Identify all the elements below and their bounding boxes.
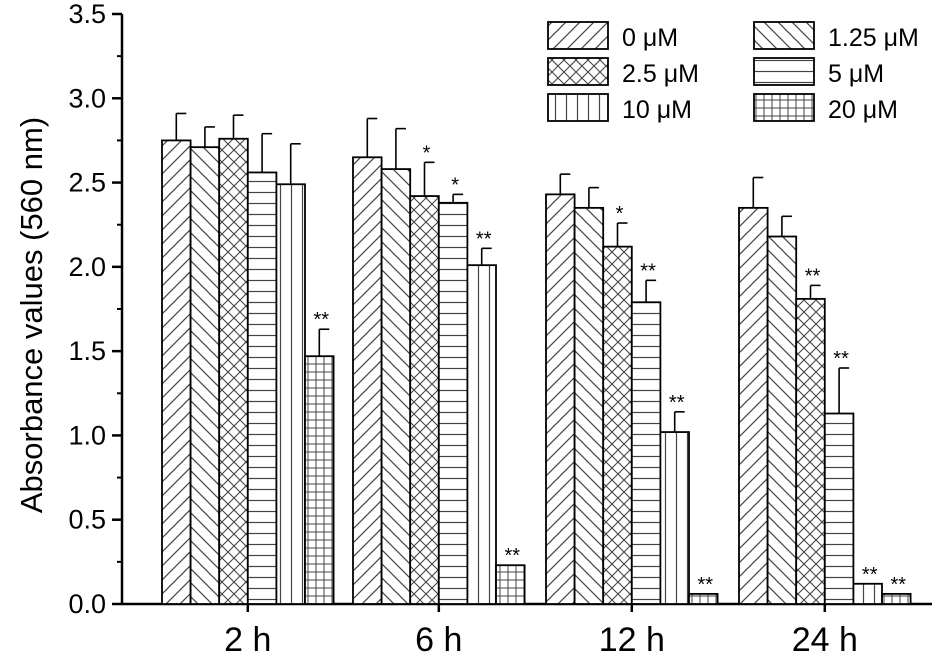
significance-marker: *	[451, 174, 459, 196]
legend-label: 0 μM	[622, 24, 678, 52]
y-tick-label: 0.5	[68, 505, 106, 535]
bar	[766, 235, 798, 605]
legend-swatch	[753, 57, 815, 86]
significance-marker: **	[805, 265, 821, 287]
bar	[380, 168, 412, 605]
bar	[573, 206, 605, 605]
bar	[738, 206, 769, 605]
axes: 0.0 0.5 1.0 1.5 2.0 2.5 3.0 3.5 2 h 6 h 12 h 24 h	[68, 0, 932, 659]
bar	[881, 592, 912, 605]
significance-marker: **	[669, 392, 685, 414]
bar	[437, 201, 469, 605]
bar	[630, 301, 662, 605]
bar	[218, 137, 249, 605]
y-tick-label: 2.0	[68, 252, 106, 282]
bar	[246, 171, 278, 605]
significance-marker: **	[314, 309, 330, 331]
y-tick-label: 3.5	[68, 0, 106, 29]
bar	[466, 264, 497, 605]
legend-label: 1.25 μM	[828, 24, 919, 52]
bar	[823, 412, 855, 605]
bar	[275, 183, 306, 605]
bar	[852, 582, 883, 605]
significance-marker: *	[423, 142, 431, 164]
bar	[795, 297, 826, 605]
bar	[409, 195, 440, 605]
y-axis-label: Absorbance values (560 nm)	[14, 117, 49, 513]
significance-marker: *	[616, 203, 624, 225]
significance-marker: **	[862, 564, 878, 586]
significance-marker: **	[891, 574, 907, 596]
legend-swatch	[753, 93, 815, 122]
legend-swatch	[547, 21, 609, 50]
bars-layer: ********************* **	[161, 112, 912, 605]
x-category-label: 24 h	[792, 621, 858, 659]
bar	[688, 592, 719, 605]
y-tick-label: 2.5	[68, 168, 106, 198]
bar	[352, 156, 383, 605]
x-category-label: 6 h	[415, 621, 462, 659]
bar	[659, 431, 690, 605]
y-tick-label: 1.5	[68, 336, 106, 366]
legend-swatch	[547, 57, 609, 86]
bar	[189, 146, 221, 605]
bar	[304, 355, 335, 605]
legend-swatch	[753, 21, 815, 50]
legend-swatch	[547, 93, 609, 122]
x-category-label: 2 h	[224, 621, 271, 659]
significance-marker: **	[640, 260, 656, 282]
legend-label: 2.5 μM	[622, 60, 699, 88]
bar	[161, 139, 192, 605]
legend-label: 20 μM	[828, 96, 898, 124]
significance-marker: **	[505, 545, 521, 567]
y-tick-label: 1.0	[68, 420, 106, 450]
y-tick-label: 0.0	[68, 589, 106, 619]
significance-marker: **	[476, 228, 492, 250]
bar	[602, 245, 633, 605]
y-tick-label: 3.0	[68, 83, 106, 113]
x-category-label: 12 h	[599, 621, 665, 659]
bar	[545, 193, 576, 605]
legend: 0 μM 1.25 μM 2.5 μM 5 μM 10 μM 20 μM	[547, 21, 919, 124]
bar	[495, 564, 526, 605]
legend-label: 5 μM	[828, 60, 884, 88]
significance-marker: **	[833, 348, 849, 370]
significance-marker: **	[698, 574, 714, 596]
legend-label: 10 μM	[622, 96, 692, 124]
